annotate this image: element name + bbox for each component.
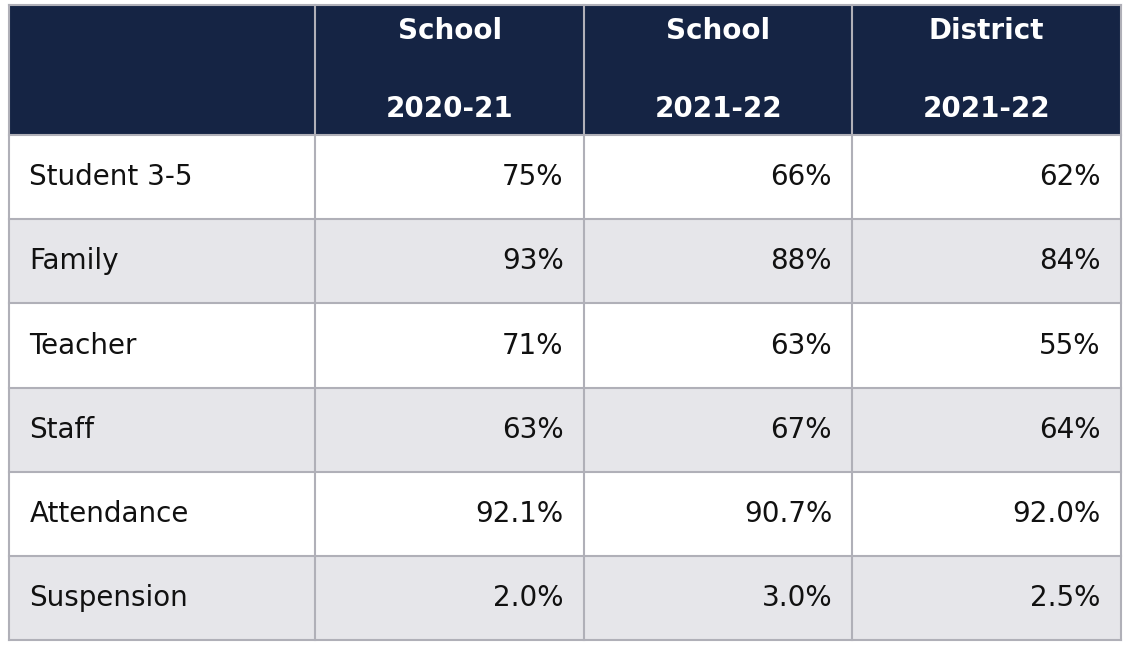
Text: 71%: 71% (502, 332, 564, 359)
Text: District

2021-22: District 2021-22 (923, 17, 1051, 123)
Bar (9, 219, 315, 303)
Text: 88%: 88% (771, 248, 832, 275)
Text: 84%: 84% (1040, 248, 1101, 275)
Bar (852, 5, 1121, 135)
Bar (852, 556, 1121, 640)
Bar (315, 135, 584, 219)
Bar (9, 556, 315, 640)
Bar (584, 219, 852, 303)
Bar (852, 388, 1121, 471)
Text: 92.1%: 92.1% (476, 500, 564, 528)
Bar (9, 303, 315, 388)
Bar (852, 303, 1121, 388)
Text: 2.0%: 2.0% (493, 584, 564, 612)
Bar (315, 219, 584, 303)
Bar (9, 471, 315, 556)
Text: Staff: Staff (29, 415, 95, 444)
Text: 93%: 93% (502, 248, 564, 275)
Text: Family: Family (29, 248, 119, 275)
Text: 2.5%: 2.5% (1031, 584, 1101, 612)
Text: 64%: 64% (1040, 415, 1101, 444)
Bar (852, 135, 1121, 219)
Bar (852, 471, 1121, 556)
Text: Student 3-5: Student 3-5 (29, 163, 193, 192)
Bar (584, 471, 852, 556)
Bar (584, 388, 852, 471)
Text: 92.0%: 92.0% (1012, 500, 1101, 528)
Bar (315, 5, 584, 135)
Text: 55%: 55% (1040, 332, 1101, 359)
Text: 90.7%: 90.7% (744, 500, 832, 528)
Bar (315, 471, 584, 556)
Text: 3.0%: 3.0% (762, 584, 832, 612)
Bar (852, 219, 1121, 303)
Text: School

2020-21: School 2020-21 (385, 17, 513, 123)
Bar (9, 388, 315, 471)
Bar (9, 135, 315, 219)
Text: 62%: 62% (1040, 163, 1101, 192)
Bar (315, 556, 584, 640)
Text: School

2021-22: School 2021-22 (654, 17, 782, 123)
Bar (315, 388, 584, 471)
Text: Teacher: Teacher (29, 332, 137, 359)
Bar (584, 303, 852, 388)
Text: 75%: 75% (502, 163, 564, 192)
Text: Suspension: Suspension (29, 584, 188, 612)
Text: 67%: 67% (771, 415, 832, 444)
Bar (9, 5, 315, 135)
Text: 63%: 63% (771, 332, 832, 359)
Text: Attendance: Attendance (29, 500, 189, 528)
Text: 66%: 66% (771, 163, 832, 192)
Text: 63%: 63% (502, 415, 564, 444)
Bar (584, 135, 852, 219)
Bar (584, 556, 852, 640)
Bar (315, 303, 584, 388)
Bar (584, 5, 852, 135)
